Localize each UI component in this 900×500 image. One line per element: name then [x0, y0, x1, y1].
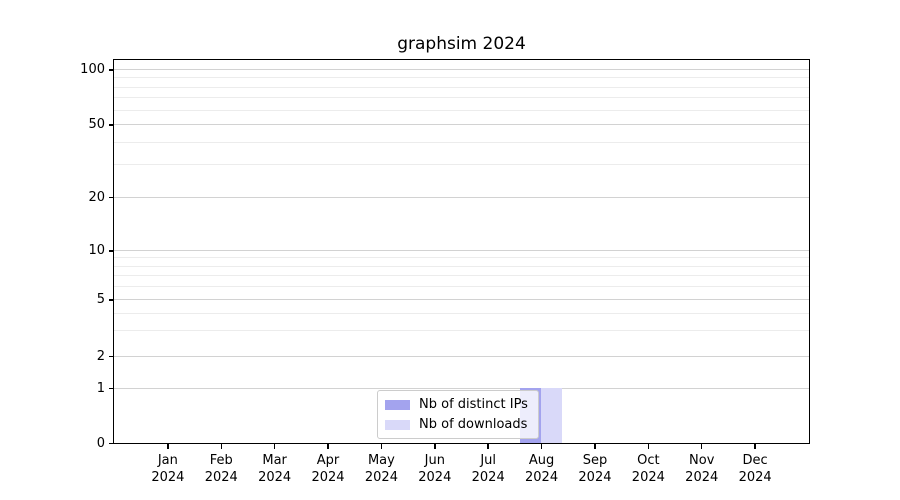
y-tick-mark-1 [108, 387, 114, 390]
x-tick-label-feb-2024: Feb 2024 [204, 453, 238, 485]
y-tick-mark-50 [108, 124, 114, 126]
x-tick-mark-feb-2024 [220, 444, 223, 449]
x-tick-label-dec-2024: Dec 2024 [738, 453, 772, 485]
plot-area [113, 59, 810, 444]
chart-title: graphsim 2024 [397, 34, 526, 54]
legend: Nb of distinct IPs Nb of downloads [377, 390, 539, 439]
gridline-minor-y70 [114, 97, 809, 99]
x-tick-label-oct-2024: Oct 2024 [631, 453, 665, 485]
y-tick-mark-20 [108, 196, 114, 199]
gridline-minor-y80 [114, 86, 809, 88]
x-tick-mark-may-2024 [380, 444, 383, 449]
y-tick-label-100: 100 [80, 62, 105, 77]
gridline-major-y5 [114, 299, 809, 300]
bar-nb-of-downloads-aug-2024 [541, 388, 563, 443]
gridline-minor-y40 [114, 141, 809, 143]
x-tick-label-aug-2024: Aug 2024 [525, 453, 559, 485]
gridline-minor-y30 [114, 164, 809, 166]
x-tick-mark-jan-2024 [167, 444, 169, 449]
gridline-major-y2 [114, 355, 809, 357]
y-tick-label-10: 10 [88, 243, 105, 258]
gridline-minor-y8 [114, 265, 809, 267]
y-tick-label-2: 2 [96, 348, 105, 364]
gridline-minor-y4 [114, 312, 809, 314]
x-tick-mark-jun-2024 [434, 444, 436, 449]
x-tick-label-jan-2024: Jan 2024 [151, 453, 185, 485]
legend-label: Nb of downloads [419, 417, 528, 432]
x-tick-label-mar-2024: Mar 2024 [258, 453, 292, 485]
x-tick-label-may-2024: May 2024 [364, 453, 398, 485]
x-tick-label-nov-2024: Nov 2024 [685, 453, 719, 485]
y-tick-label-20: 20 [88, 189, 105, 205]
x-tick-mark-jul-2024 [487, 444, 489, 449]
x-tick-mark-apr-2024 [327, 444, 329, 449]
x-tick-mark-oct-2024 [647, 444, 650, 449]
gridline-minor-y7 [114, 275, 809, 277]
legend-swatch-icon [385, 399, 410, 410]
x-tick-label-sep-2024: Sep 2024 [578, 453, 612, 485]
x-tick-label-jul-2024: Jul 2024 [471, 453, 505, 485]
y-tick-mark-0 [108, 442, 114, 445]
x-tick-mark-dec-2024 [754, 444, 756, 449]
gridline-minor-y3 [114, 330, 809, 332]
gridline-minor-y90 [114, 77, 809, 79]
x-tick-mark-mar-2024 [273, 444, 276, 449]
y-tick-label-1: 1 [96, 380, 105, 396]
y-tick-mark-5 [108, 299, 114, 301]
x-tick-mark-aug-2024 [540, 444, 543, 449]
gridline-minor-y6 [114, 286, 809, 288]
gridline-major-y1 [114, 387, 809, 389]
legend-swatch-icon [385, 419, 410, 430]
y-tick-label-5: 5 [96, 292, 105, 307]
gridline-major-y50 [114, 124, 809, 125]
legend-label: Nb of distinct IPs [419, 397, 528, 412]
y-tick-label-50: 50 [88, 117, 105, 132]
gridline-major-y100 [114, 69, 809, 70]
gridline-minor-y9 [114, 257, 809, 259]
gridline-major-y10 [114, 250, 809, 251]
legend-item-0: Nb of distinct IPs [385, 396, 528, 413]
x-tick-label-jun-2024: Jun 2024 [418, 453, 452, 485]
y-tick-mark-10 [108, 250, 114, 252]
x-tick-label-apr-2024: Apr 2024 [311, 453, 345, 485]
y-tick-mark-2 [108, 355, 114, 358]
gridline-major-y20 [114, 196, 809, 198]
x-tick-mark-sep-2024 [594, 444, 596, 449]
legend-item-1: Nb of downloads [385, 416, 528, 433]
y-tick-label-0: 0 [96, 435, 105, 451]
y-tick-mark-100 [108, 69, 114, 71]
x-tick-mark-nov-2024 [700, 444, 703, 449]
gridline-minor-y60 [114, 109, 809, 111]
